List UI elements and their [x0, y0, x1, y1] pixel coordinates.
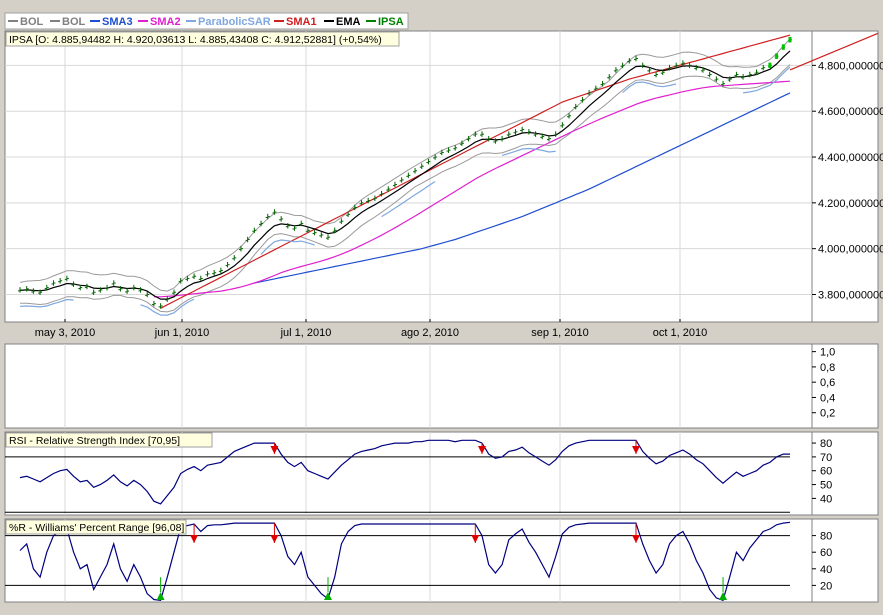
legend-item-bol: BOL [20, 16, 44, 28]
buy-signal-marker [324, 592, 332, 600]
empty-indicator-panel: 1,0 0,8 0,6 0,4 0,2 [4, 343, 879, 429]
x-tick-label: jun 1, 2010 [154, 327, 209, 339]
y-tick-label: 70 [820, 452, 832, 464]
y-tick-label: 4.800,000000 [818, 60, 883, 72]
y-tick-label: 50 [820, 480, 832, 492]
y-tick-label: 0,8 [820, 362, 835, 374]
y-tick-label: 4.200,000000 [818, 198, 883, 210]
x-tick-label: ago 2, 2010 [401, 327, 459, 339]
legend-item-sma1: SMA1 [286, 16, 317, 28]
wr-panel-axis [811, 518, 879, 603]
sma1-extension [789, 32, 879, 71]
ema-line [19, 50, 791, 300]
empty-panel-axis [811, 343, 879, 429]
y-tick-label: 20 [820, 580, 832, 592]
legend-item-sma2: SMA2 [150, 16, 181, 28]
legend-item-parabolicsar: ParabolicSAR [198, 16, 271, 28]
y-tick-label: 0,4 [820, 392, 835, 404]
williams-r-panel: 80 60 40 20 %R - Williams' Percent Range [96… [4, 518, 879, 603]
info-box-text: IPSA [O: 4.885,94482 H: 4.920,03613 L: 4… [9, 34, 382, 46]
empty-panel-plot [4, 343, 813, 429]
bollinger-upper-line [19, 38, 791, 292]
bollinger-lower-line [20, 64, 791, 313]
legend: BOL BOL SMA3 SMA2 ParabolicSAR SMA1 EMA IPSA [4, 12, 409, 30]
rsi-panel-axis [811, 431, 879, 516]
parabolic-sar-line [19, 66, 791, 316]
y-tick-label: 80 [820, 531, 832, 543]
y-tick-label: 4.400,000000 [818, 152, 883, 164]
rsi-line [19, 439, 790, 505]
y-tick-label: 4.000,000000 [818, 244, 883, 256]
price-panel: 4.800,000000 4.600,000000 4.400,000000 4.20… [4, 30, 883, 339]
wr-title: %R - Williams' Percent Range [96,08] [9, 522, 184, 534]
legend-item-bol: BOL [62, 16, 86, 28]
y-tick-label: 40 [820, 493, 832, 505]
rsi-title-box [5, 432, 213, 448]
sma2-line [153, 80, 791, 298]
legend-box [4, 12, 409, 30]
y-tick-label: 60 [820, 466, 832, 478]
sma3-line [254, 92, 791, 284]
buy-signal-marker [719, 592, 728, 600]
wr-line [19, 521, 791, 602]
y-tick-label: 40 [820, 564, 832, 576]
wr-title-box [5, 519, 187, 535]
x-tick-label: jul 1, 2010 [280, 327, 332, 339]
x-tick-label: oct 1, 2010 [653, 327, 707, 339]
info-box [5, 31, 400, 47]
y-tick-label: 3.800,000000 [818, 290, 883, 302]
sma1-line [160, 34, 791, 309]
price-panel-axis [811, 30, 879, 323]
y-tick-label: 1,0 [820, 347, 835, 359]
y-tick-label: 60 [820, 547, 832, 559]
y-tick-label: 0,6 [820, 377, 835, 389]
rsi-title: RSI - Relative Strength Index [70,95] [9, 435, 180, 447]
y-tick-label: 80 [820, 438, 832, 450]
legend-item-sma3: SMA3 [102, 16, 133, 28]
y-tick-label: 0,2 [820, 408, 835, 420]
x-tick-label: may 3, 2010 [35, 327, 96, 339]
legend-item-ipsa: IPSA [378, 16, 404, 28]
buy-signal-marker [156, 592, 165, 600]
y-tick-label: 4.600,000000 [818, 106, 883, 118]
legend-item-ema: EMA [336, 16, 361, 28]
x-tick-label: sep 1, 2010 [531, 327, 589, 339]
